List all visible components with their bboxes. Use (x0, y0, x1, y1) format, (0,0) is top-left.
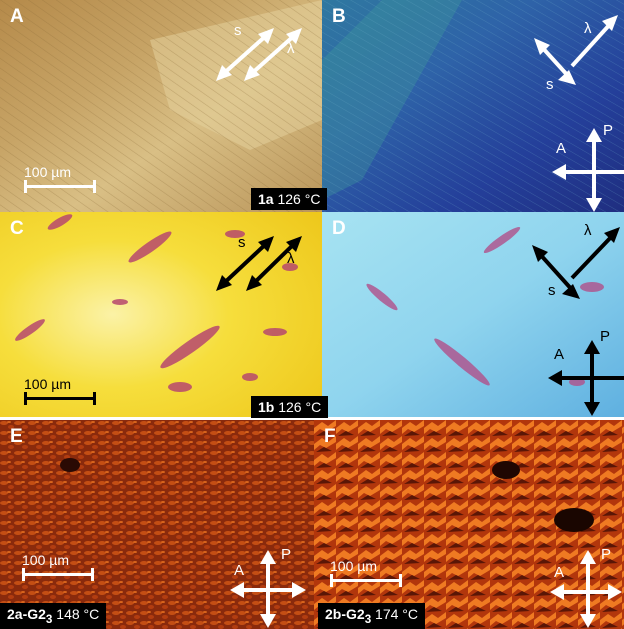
polarizer-label: P (601, 546, 612, 563)
panel-letter: D (332, 218, 346, 239)
scale-bar-label: 100 µm (24, 376, 71, 392)
panel-a-micrograph: A s λ 100 µm (0, 0, 322, 212)
panel-d-micrograph: D λ s A P (322, 212, 624, 417)
analyzer-label: A (556, 140, 567, 157)
panel-letter: A (10, 6, 24, 27)
polarizer-label: P (603, 122, 614, 139)
s-label: s (548, 282, 556, 299)
s-label: s (546, 76, 554, 93)
lambda-label: λ (287, 40, 295, 57)
panel-f-micrograph: F A P 100 µm (314, 420, 624, 629)
micrograph-image (322, 0, 624, 212)
panel-letter: B (332, 6, 346, 27)
s-label: s (238, 234, 246, 251)
analyzer-label: A (234, 562, 245, 579)
lambda-label: λ (584, 20, 592, 37)
scale-bar-label: 100 µm (22, 552, 69, 568)
lambda-label: λ (287, 250, 295, 267)
polarizer-label: P (281, 546, 292, 563)
panel-c-micrograph: C s λ 100 µm (0, 212, 322, 417)
panel-letter: C (10, 218, 24, 239)
panel-b-micrograph: B λ s A P (322, 0, 624, 212)
polarizer-label: P (600, 328, 611, 345)
panel-letter: E (10, 426, 23, 447)
analyzer-label: A (554, 564, 565, 581)
sample-caption: 1a 126 °C (251, 188, 328, 210)
sample-caption: 1b 126 °C (251, 396, 329, 418)
micrograph-image (322, 212, 624, 417)
scale-bar-label: 100 µm (24, 164, 71, 180)
micrograph-image (0, 0, 322, 212)
s-label: s (234, 22, 242, 39)
panel-e-micrograph: E A P 100 µm (0, 420, 314, 629)
analyzer-label: A (554, 346, 565, 363)
sample-caption: 2a-G23 148 °C (0, 603, 107, 629)
sample-caption: 2b-G23 174 °C (318, 603, 426, 629)
panel-letter: F (324, 426, 336, 447)
micrograph-image (0, 420, 314, 629)
scale-bar-label: 100 µm (330, 558, 377, 574)
lambda-label: λ (584, 222, 592, 239)
micrograph-image (314, 420, 624, 629)
